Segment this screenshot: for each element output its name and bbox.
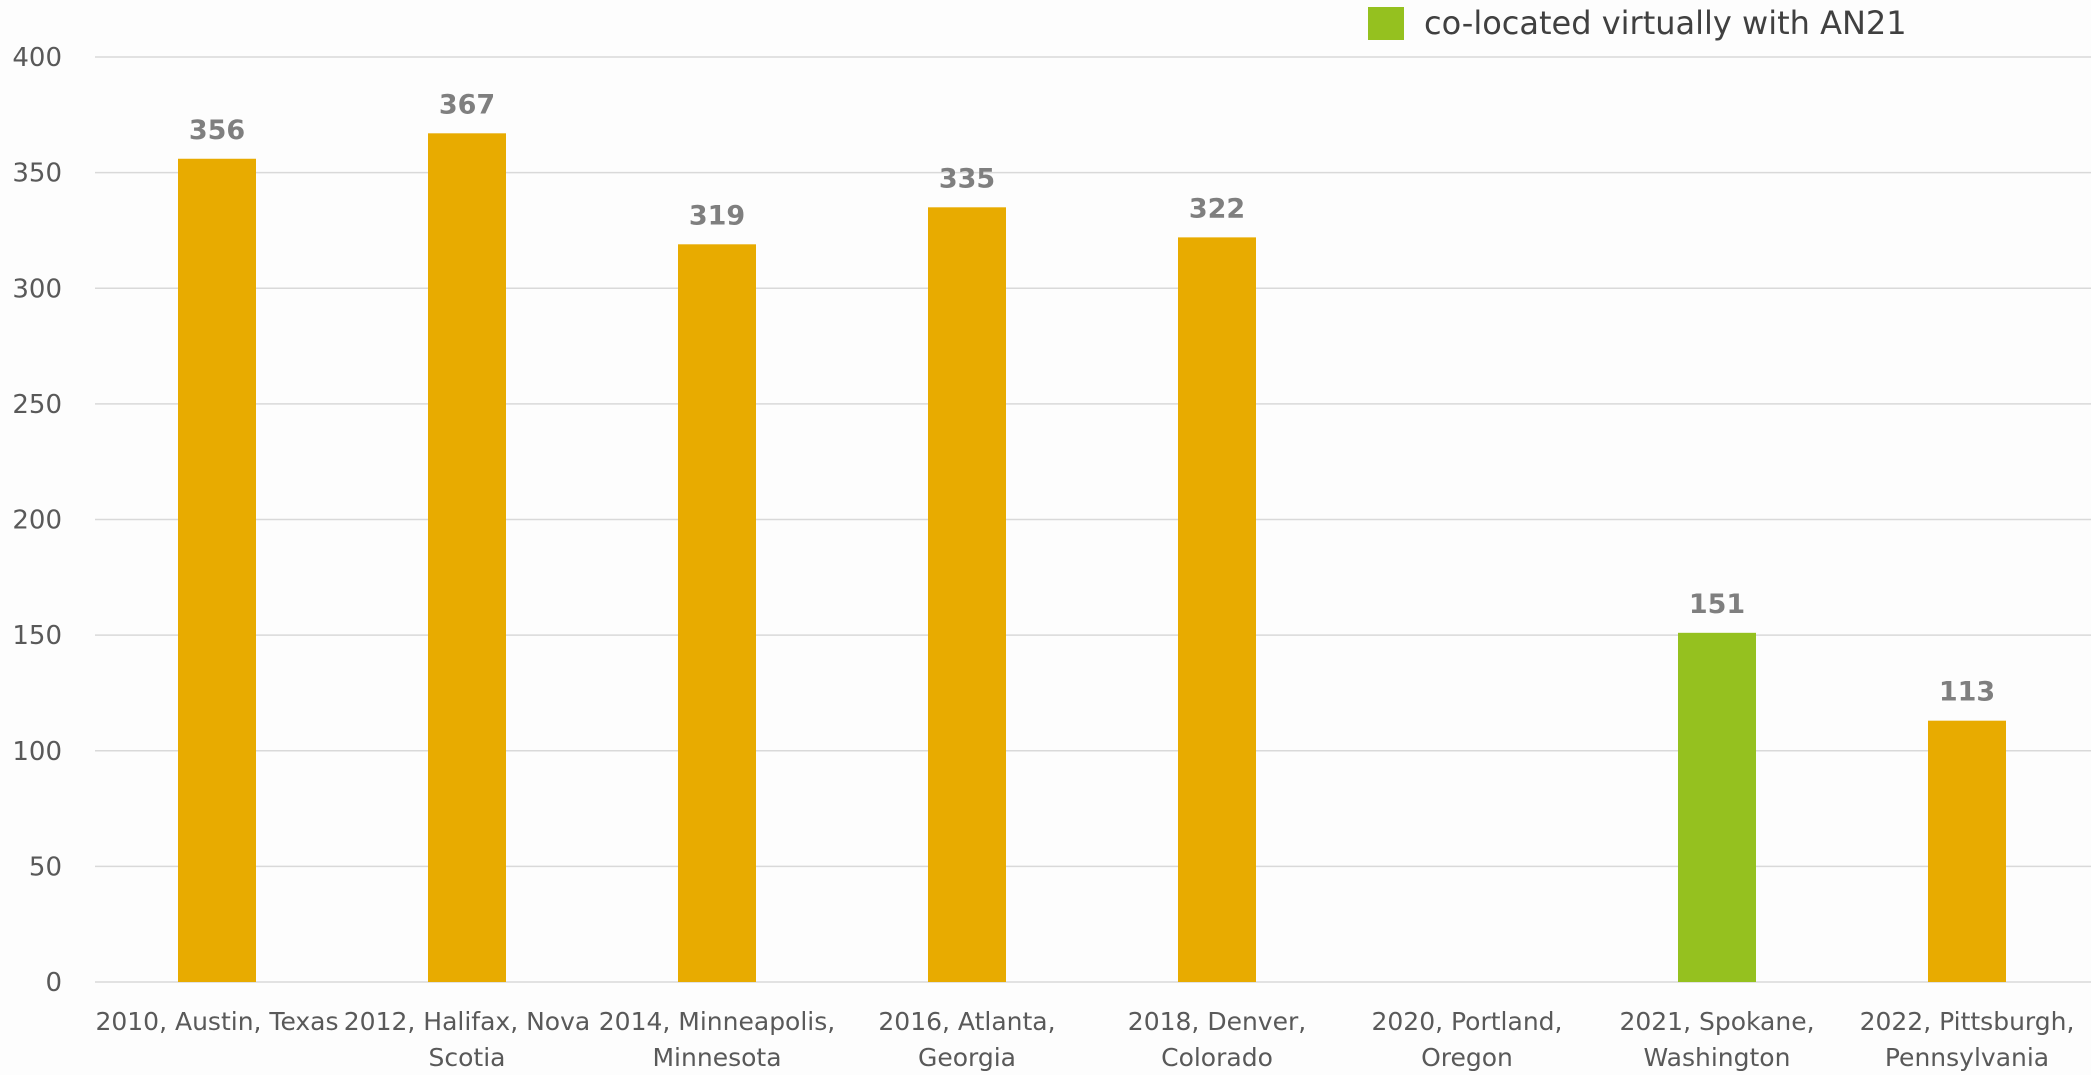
x-tick-label: Washington	[1644, 1043, 1791, 1072]
bar	[1678, 632, 1756, 982]
bar	[1928, 720, 2006, 982]
y-axis-tick-labels: 0 50 100 150 200 250 300 350 400	[12, 43, 62, 998]
x-tick-label: 2014, Minneapolis,	[599, 1007, 835, 1036]
y-tick-label: 250	[12, 390, 62, 420]
y-tick-label: 200	[12, 506, 62, 536]
x-tick-label: 2016, Atlanta,	[878, 1007, 1055, 1036]
x-tick-label: 2018, Denver,	[1128, 1007, 1306, 1036]
y-tick-label: 300	[12, 274, 62, 304]
y-tick-label: 150	[12, 621, 62, 651]
x-tick-label: Oregon	[1421, 1043, 1513, 1072]
x-tick-label: 2022, Pittsburgh,	[1860, 1007, 2075, 1036]
chart-legend: co-located virtually with AN21	[1368, 4, 1907, 42]
data-label: 335	[939, 163, 995, 194]
data-labels: 356 367 319 335 322 151 113	[189, 89, 1995, 707]
bars	[178, 133, 2006, 982]
legend-swatch-green	[1368, 6, 1404, 40]
x-tick-label: Minnesota	[652, 1043, 781, 1072]
x-tick-label: Scotia	[429, 1043, 506, 1072]
x-tick-label: Colorado	[1161, 1043, 1273, 1072]
data-label: 367	[439, 89, 495, 120]
x-tick-label: 2020, Portland,	[1371, 1007, 1562, 1036]
data-label: 319	[689, 200, 745, 231]
y-tick-label: 0	[45, 968, 62, 998]
bar	[428, 133, 506, 982]
bar	[1178, 237, 1256, 982]
x-tick-label: 2010, Austin, Texas	[95, 1007, 338, 1036]
y-tick-label: 400	[12, 43, 62, 73]
bar	[178, 158, 256, 982]
bar	[678, 244, 756, 982]
y-tick-label: 350	[12, 159, 62, 189]
y-tick-label: 50	[29, 852, 62, 882]
x-tick-label: Pennsylvania	[1885, 1043, 2049, 1072]
x-axis-tick-labels: 2010, Austin, Texas 2012, Halifax, Nova Sc…	[95, 1007, 2074, 1072]
data-label: 322	[1189, 193, 1245, 224]
x-tick-label: Georgia	[918, 1043, 1016, 1072]
bar	[928, 207, 1006, 982]
legend-label: co-located virtually with AN21	[1424, 4, 1907, 42]
x-tick-label: 2012, Halifax, Nova	[344, 1007, 590, 1036]
data-label: 151	[1689, 589, 1745, 620]
data-label: 113	[1939, 677, 1995, 708]
x-tick-label: 2021, Spokane,	[1619, 1007, 1814, 1036]
data-label: 356	[189, 115, 245, 146]
grid-lines	[95, 56, 2091, 983]
y-tick-label: 100	[12, 737, 62, 767]
